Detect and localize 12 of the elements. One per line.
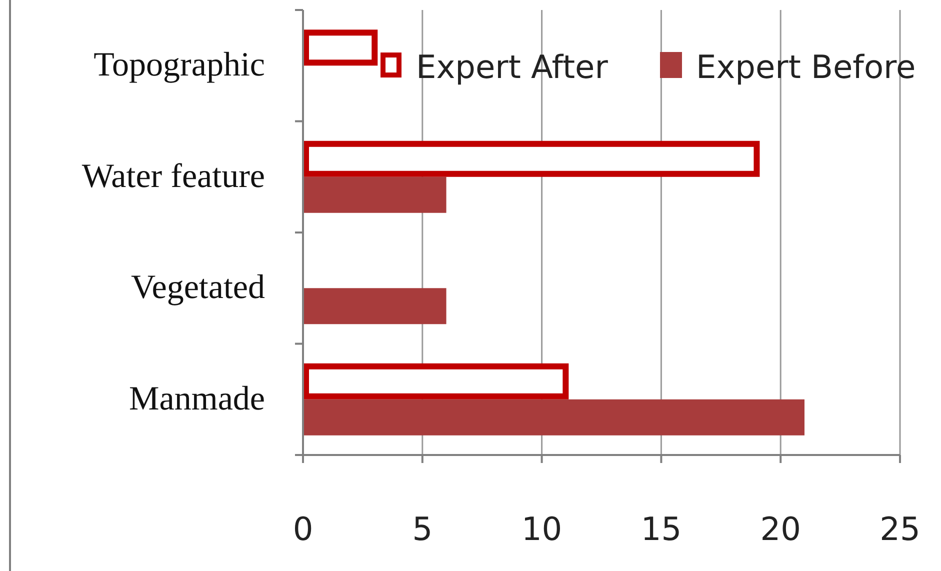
x-tick-label: 10 [521,510,562,548]
x-tick-label: 20 [760,510,801,548]
x-tick-label: 5 [412,510,433,548]
x-tick-label: 15 [640,510,682,548]
x-tick-label: 0 [292,510,314,548]
legend-label: Expert Before [696,48,916,86]
y-tick-label: Vegetated [130,269,265,306]
y-tick-label: Water feature [82,158,265,195]
y-tick-label: Topographic [94,46,265,84]
x-tick-label: 25 [880,510,920,548]
legend-label: Expert After [416,48,609,86]
y-tick-label: Manmade [129,380,265,418]
